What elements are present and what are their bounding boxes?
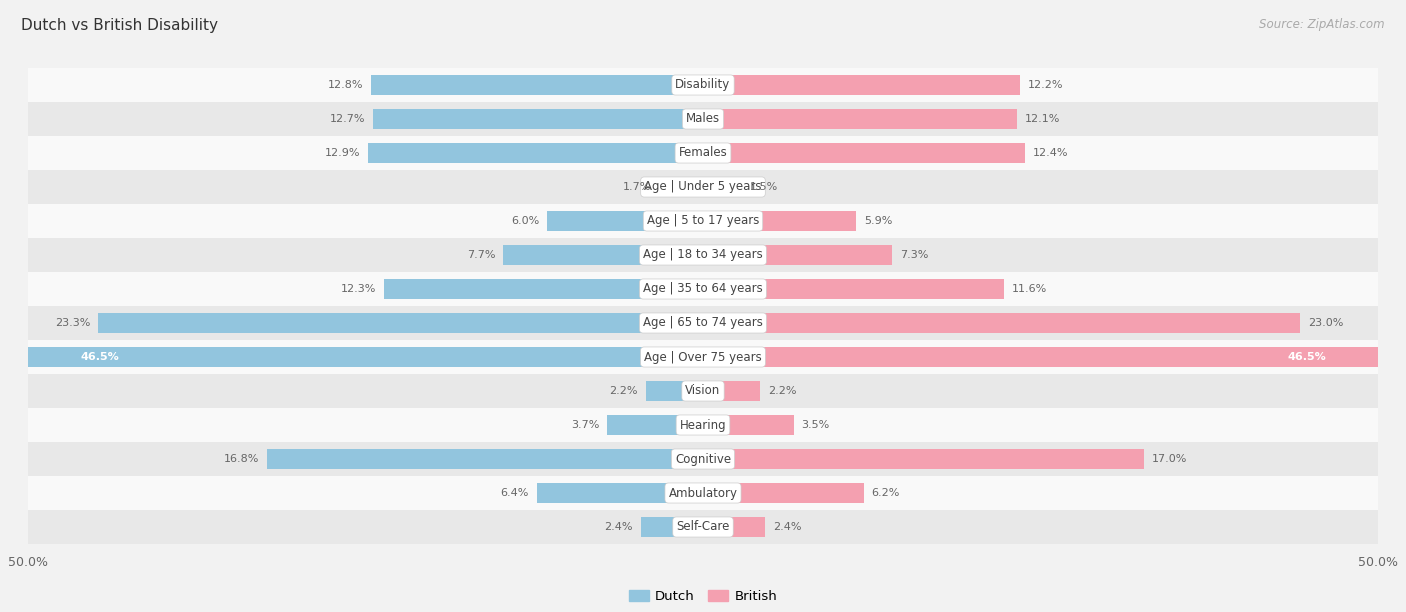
- Bar: [368, 143, 703, 163]
- Text: Age | 65 to 74 years: Age | 65 to 74 years: [643, 316, 763, 329]
- Text: 6.2%: 6.2%: [872, 488, 900, 498]
- Bar: [98, 313, 703, 333]
- Text: 16.8%: 16.8%: [224, 454, 259, 464]
- Text: 3.5%: 3.5%: [801, 420, 830, 430]
- Text: 46.5%: 46.5%: [80, 352, 120, 362]
- Bar: [703, 245, 893, 265]
- Text: 23.0%: 23.0%: [1308, 318, 1343, 328]
- Text: Ambulatory: Ambulatory: [668, 487, 738, 499]
- Bar: [28, 238, 1378, 272]
- Bar: [0, 347, 703, 367]
- Bar: [28, 374, 1378, 408]
- Text: 17.0%: 17.0%: [1152, 454, 1188, 464]
- Bar: [28, 68, 1378, 102]
- Text: 2.4%: 2.4%: [605, 522, 633, 532]
- Text: Source: ZipAtlas.com: Source: ZipAtlas.com: [1260, 18, 1385, 31]
- Text: 2.4%: 2.4%: [773, 522, 801, 532]
- Bar: [267, 449, 703, 469]
- Bar: [703, 347, 1406, 367]
- Bar: [703, 109, 1017, 129]
- Bar: [28, 476, 1378, 510]
- Text: 6.4%: 6.4%: [501, 488, 529, 498]
- Text: Age | 35 to 64 years: Age | 35 to 64 years: [643, 283, 763, 296]
- Text: Age | 5 to 17 years: Age | 5 to 17 years: [647, 214, 759, 228]
- Text: 12.2%: 12.2%: [1028, 80, 1063, 90]
- Text: 12.7%: 12.7%: [330, 114, 366, 124]
- Bar: [645, 381, 703, 401]
- Bar: [374, 109, 703, 129]
- Text: 12.3%: 12.3%: [340, 284, 375, 294]
- Bar: [703, 381, 761, 401]
- Text: Hearing: Hearing: [679, 419, 727, 431]
- Text: 12.9%: 12.9%: [325, 148, 360, 158]
- Text: Males: Males: [686, 113, 720, 125]
- Bar: [28, 510, 1378, 544]
- Text: Self-Care: Self-Care: [676, 520, 730, 534]
- Bar: [607, 415, 703, 435]
- Bar: [641, 517, 703, 537]
- Text: 11.6%: 11.6%: [1012, 284, 1047, 294]
- Bar: [384, 279, 703, 299]
- Text: 6.0%: 6.0%: [512, 216, 540, 226]
- Bar: [28, 102, 1378, 136]
- Text: 1.7%: 1.7%: [623, 182, 651, 192]
- Bar: [703, 211, 856, 231]
- Text: 2.2%: 2.2%: [768, 386, 796, 396]
- Text: 3.7%: 3.7%: [571, 420, 599, 430]
- Text: Age | Over 75 years: Age | Over 75 years: [644, 351, 762, 364]
- Text: 5.9%: 5.9%: [863, 216, 893, 226]
- Text: 23.3%: 23.3%: [55, 318, 90, 328]
- Bar: [28, 272, 1378, 306]
- Bar: [703, 313, 1301, 333]
- Text: 46.5%: 46.5%: [1286, 352, 1326, 362]
- Bar: [28, 204, 1378, 238]
- Legend: Dutch, British: Dutch, British: [628, 589, 778, 603]
- Bar: [703, 75, 1019, 95]
- Text: 7.3%: 7.3%: [900, 250, 928, 260]
- Text: Disability: Disability: [675, 78, 731, 92]
- Bar: [703, 483, 863, 503]
- Bar: [28, 408, 1378, 442]
- Text: Females: Females: [679, 146, 727, 160]
- Text: 7.7%: 7.7%: [467, 250, 495, 260]
- Bar: [28, 136, 1378, 170]
- Text: Age | 18 to 34 years: Age | 18 to 34 years: [643, 248, 763, 261]
- Text: 12.1%: 12.1%: [1025, 114, 1060, 124]
- Bar: [703, 449, 1144, 469]
- Text: 2.2%: 2.2%: [610, 386, 638, 396]
- Bar: [28, 306, 1378, 340]
- Text: 12.8%: 12.8%: [328, 80, 363, 90]
- Bar: [703, 177, 742, 197]
- Bar: [503, 245, 703, 265]
- Bar: [28, 442, 1378, 476]
- Bar: [28, 340, 1378, 374]
- Text: Cognitive: Cognitive: [675, 452, 731, 466]
- Bar: [703, 143, 1025, 163]
- Bar: [703, 415, 794, 435]
- Bar: [703, 279, 1004, 299]
- Bar: [547, 211, 703, 231]
- Text: 12.4%: 12.4%: [1032, 148, 1069, 158]
- Bar: [659, 177, 703, 197]
- Bar: [537, 483, 703, 503]
- Bar: [28, 170, 1378, 204]
- Text: Age | Under 5 years: Age | Under 5 years: [644, 181, 762, 193]
- Text: Vision: Vision: [685, 384, 721, 398]
- Bar: [371, 75, 703, 95]
- Text: 1.5%: 1.5%: [749, 182, 778, 192]
- Text: Dutch vs British Disability: Dutch vs British Disability: [21, 18, 218, 34]
- Bar: [703, 517, 765, 537]
